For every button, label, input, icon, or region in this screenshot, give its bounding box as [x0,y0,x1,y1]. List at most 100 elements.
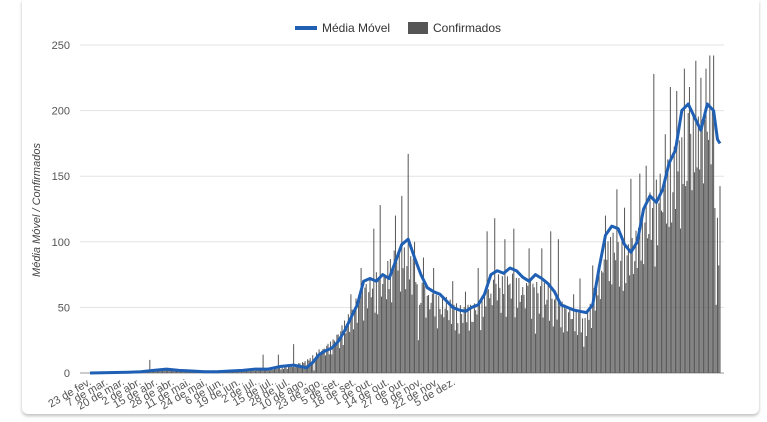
confirmed-bar [648,234,650,373]
confirmed-bar [243,370,245,373]
confirmed-bar [706,131,708,373]
confirmed-bar [328,354,330,373]
confirmed-bar [300,366,302,373]
confirmed-bar [272,369,274,373]
confirmed-bar [258,370,260,373]
confirmed-bar [246,370,248,373]
confirmed-bar [289,366,291,373]
confirmed-bar [244,370,246,373]
confirmed-bar [676,90,678,374]
confirmed-bar [332,339,334,373]
confirmed-bar [486,231,488,373]
confirmed-bar [393,250,395,373]
confirmed-bar [177,370,179,373]
confirmed-bar [421,282,423,373]
confirmed-bar [714,207,716,373]
confirmed-bar [620,260,622,373]
confirmed-bar [366,308,368,373]
confirmed-bar [416,284,418,373]
confirmed-bar [471,321,473,373]
confirmed-bar [295,364,297,373]
confirmed-bar [596,284,598,373]
confirmed-bar [484,291,486,373]
confirmed-bar [634,261,636,373]
confirmed-bar [650,239,652,373]
confirmed-bar [691,190,693,373]
confirmed-bar [494,218,496,373]
confirmed-bar [604,215,606,373]
confirmed-bar [270,368,272,373]
confirmed-bar [492,279,494,373]
confirmed-bar [252,370,254,373]
confirmed-bar [598,268,600,373]
confirmed-bar [359,299,361,373]
confirmed-bar [630,178,632,373]
confirmed-bar [467,304,469,373]
confirmed-bar [251,371,253,373]
y-tick-label: 0 [64,368,70,380]
confirmed-bar [704,120,706,373]
confirmed-bar [361,286,363,373]
y-axis-ticks: 0 50 100 150 200 250 [52,40,70,380]
confirmed-bar [174,371,176,373]
confirmed-bar [355,298,357,373]
confirmed-bar [402,268,404,373]
confirmed-bar [686,180,688,373]
confirmed-bar [564,304,566,373]
confirmed-bar [335,343,337,373]
confirmed-bar [546,299,548,373]
confirmed-bar [406,266,408,373]
confirmed-bar [615,260,617,373]
confirmed-bar [618,286,620,373]
confirmed-bar [280,369,282,373]
confirmed-bar [575,310,577,373]
confirmed-bar [447,310,449,373]
confirmed-bar [626,255,628,373]
confirmed-bar [570,319,572,373]
confirmed-bar [429,309,431,373]
confirmed-bar [621,239,623,373]
confirmed-bar [281,366,283,373]
confirmed-bar [444,308,446,373]
confirmed-bar [365,283,367,373]
confirmed-bar [318,349,320,373]
confirmed-bar [696,167,698,373]
confirmed-bar [589,303,591,373]
confirmed-bar [545,304,547,373]
confirmed-bar [400,291,402,373]
moving-average-line [89,102,722,375]
confirmed-bar [160,370,162,373]
confirmed-bar [350,294,352,373]
confirmed-bar [515,277,517,373]
confirmed-bar [582,318,584,373]
confirmed-bar [645,165,647,373]
confirmed-bar [391,302,393,373]
confirmed-bar [700,77,702,374]
confirmed-bar [616,189,618,373]
confirmed-bar [678,140,680,373]
confirmed-bar [524,308,526,373]
confirmed-bar [506,276,508,373]
confirmed-bar [657,245,659,373]
confirmed-bar [420,302,422,373]
confirmed-bar [369,278,371,373]
confirmed-bar [290,366,292,373]
confirmed-bar [313,370,315,373]
y-axis-label: Média Móvel / Confirmados [31,143,43,277]
confirmed-bar [438,296,440,373]
confirmed-bar [687,112,689,374]
confirmed-bar [456,303,458,373]
confirmed-bar [541,248,543,373]
confirmed-bar [347,314,349,373]
confirmed-bar [641,213,643,373]
confirmed-bar [382,283,384,373]
confirmed-bar [267,369,269,373]
confirmed-bar [571,318,573,373]
confirmed-bar [370,297,372,373]
confirmed-bar [562,332,564,373]
confirmed-bar [425,317,427,373]
confirmed-bar [405,289,407,373]
confirmed-bar [266,369,268,373]
confirmed-bar [625,283,627,373]
